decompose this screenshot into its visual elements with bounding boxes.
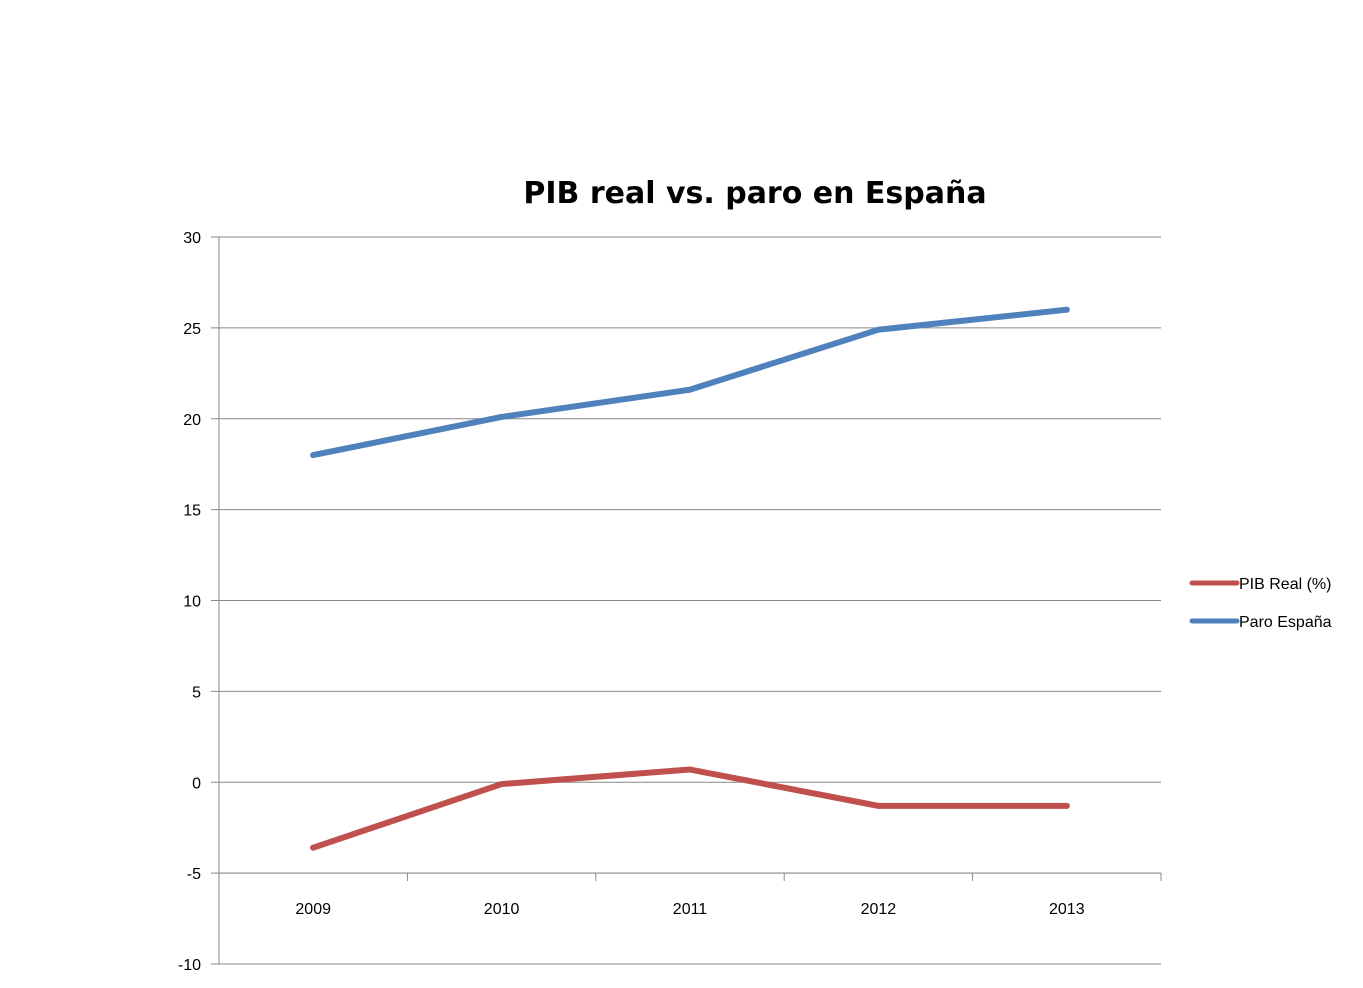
legend: PIB Real (%) Paro España: [1189, 576, 1332, 631]
y-tick-label: 20: [183, 412, 201, 429]
data-point: [310, 844, 317, 851]
y-tick-label: 25: [183, 321, 201, 338]
chart-title: PIB real vs. paro en España: [523, 176, 986, 211]
x-tick-label: 2009: [295, 901, 331, 918]
data-point: [498, 413, 505, 420]
series-line-2: [310, 306, 1070, 459]
y-tick-label: 15: [183, 503, 201, 520]
y-tick-label: 0: [192, 775, 201, 792]
series-lines: [310, 306, 1070, 851]
series-line-1: [310, 766, 1070, 851]
data-point: [1063, 802, 1070, 809]
y-axis-tick-labels: 30 25 20 15 10 5 0 -5 -10: [178, 230, 201, 974]
legend-label: PIB Real (%): [1239, 576, 1331, 593]
x-tick-label: 2010: [484, 901, 520, 918]
y-tick-label: 5: [192, 684, 201, 701]
y-tick-label: -5: [187, 866, 201, 883]
data-point: [875, 802, 882, 809]
data-point: [310, 452, 317, 459]
x-tick-label: 2012: [861, 901, 897, 918]
data-point: [687, 386, 693, 393]
axes: [211, 236, 1162, 965]
x-axis-tick-labels: 2009 2010 2011 2012 2013: [295, 901, 1084, 918]
y-tick-label: 10: [183, 594, 201, 611]
data-point: [1063, 306, 1070, 313]
y-tick-label: -10: [178, 957, 201, 974]
grid-lines: [219, 236, 1161, 965]
y-tick-label: 30: [183, 230, 201, 247]
data-point: [498, 781, 505, 788]
x-tick-label: 2013: [1049, 901, 1085, 918]
data-point: [687, 766, 693, 773]
data-point: [875, 326, 882, 333]
legend-label: Paro España: [1239, 614, 1332, 631]
x-tick-label: 2011: [673, 901, 708, 918]
